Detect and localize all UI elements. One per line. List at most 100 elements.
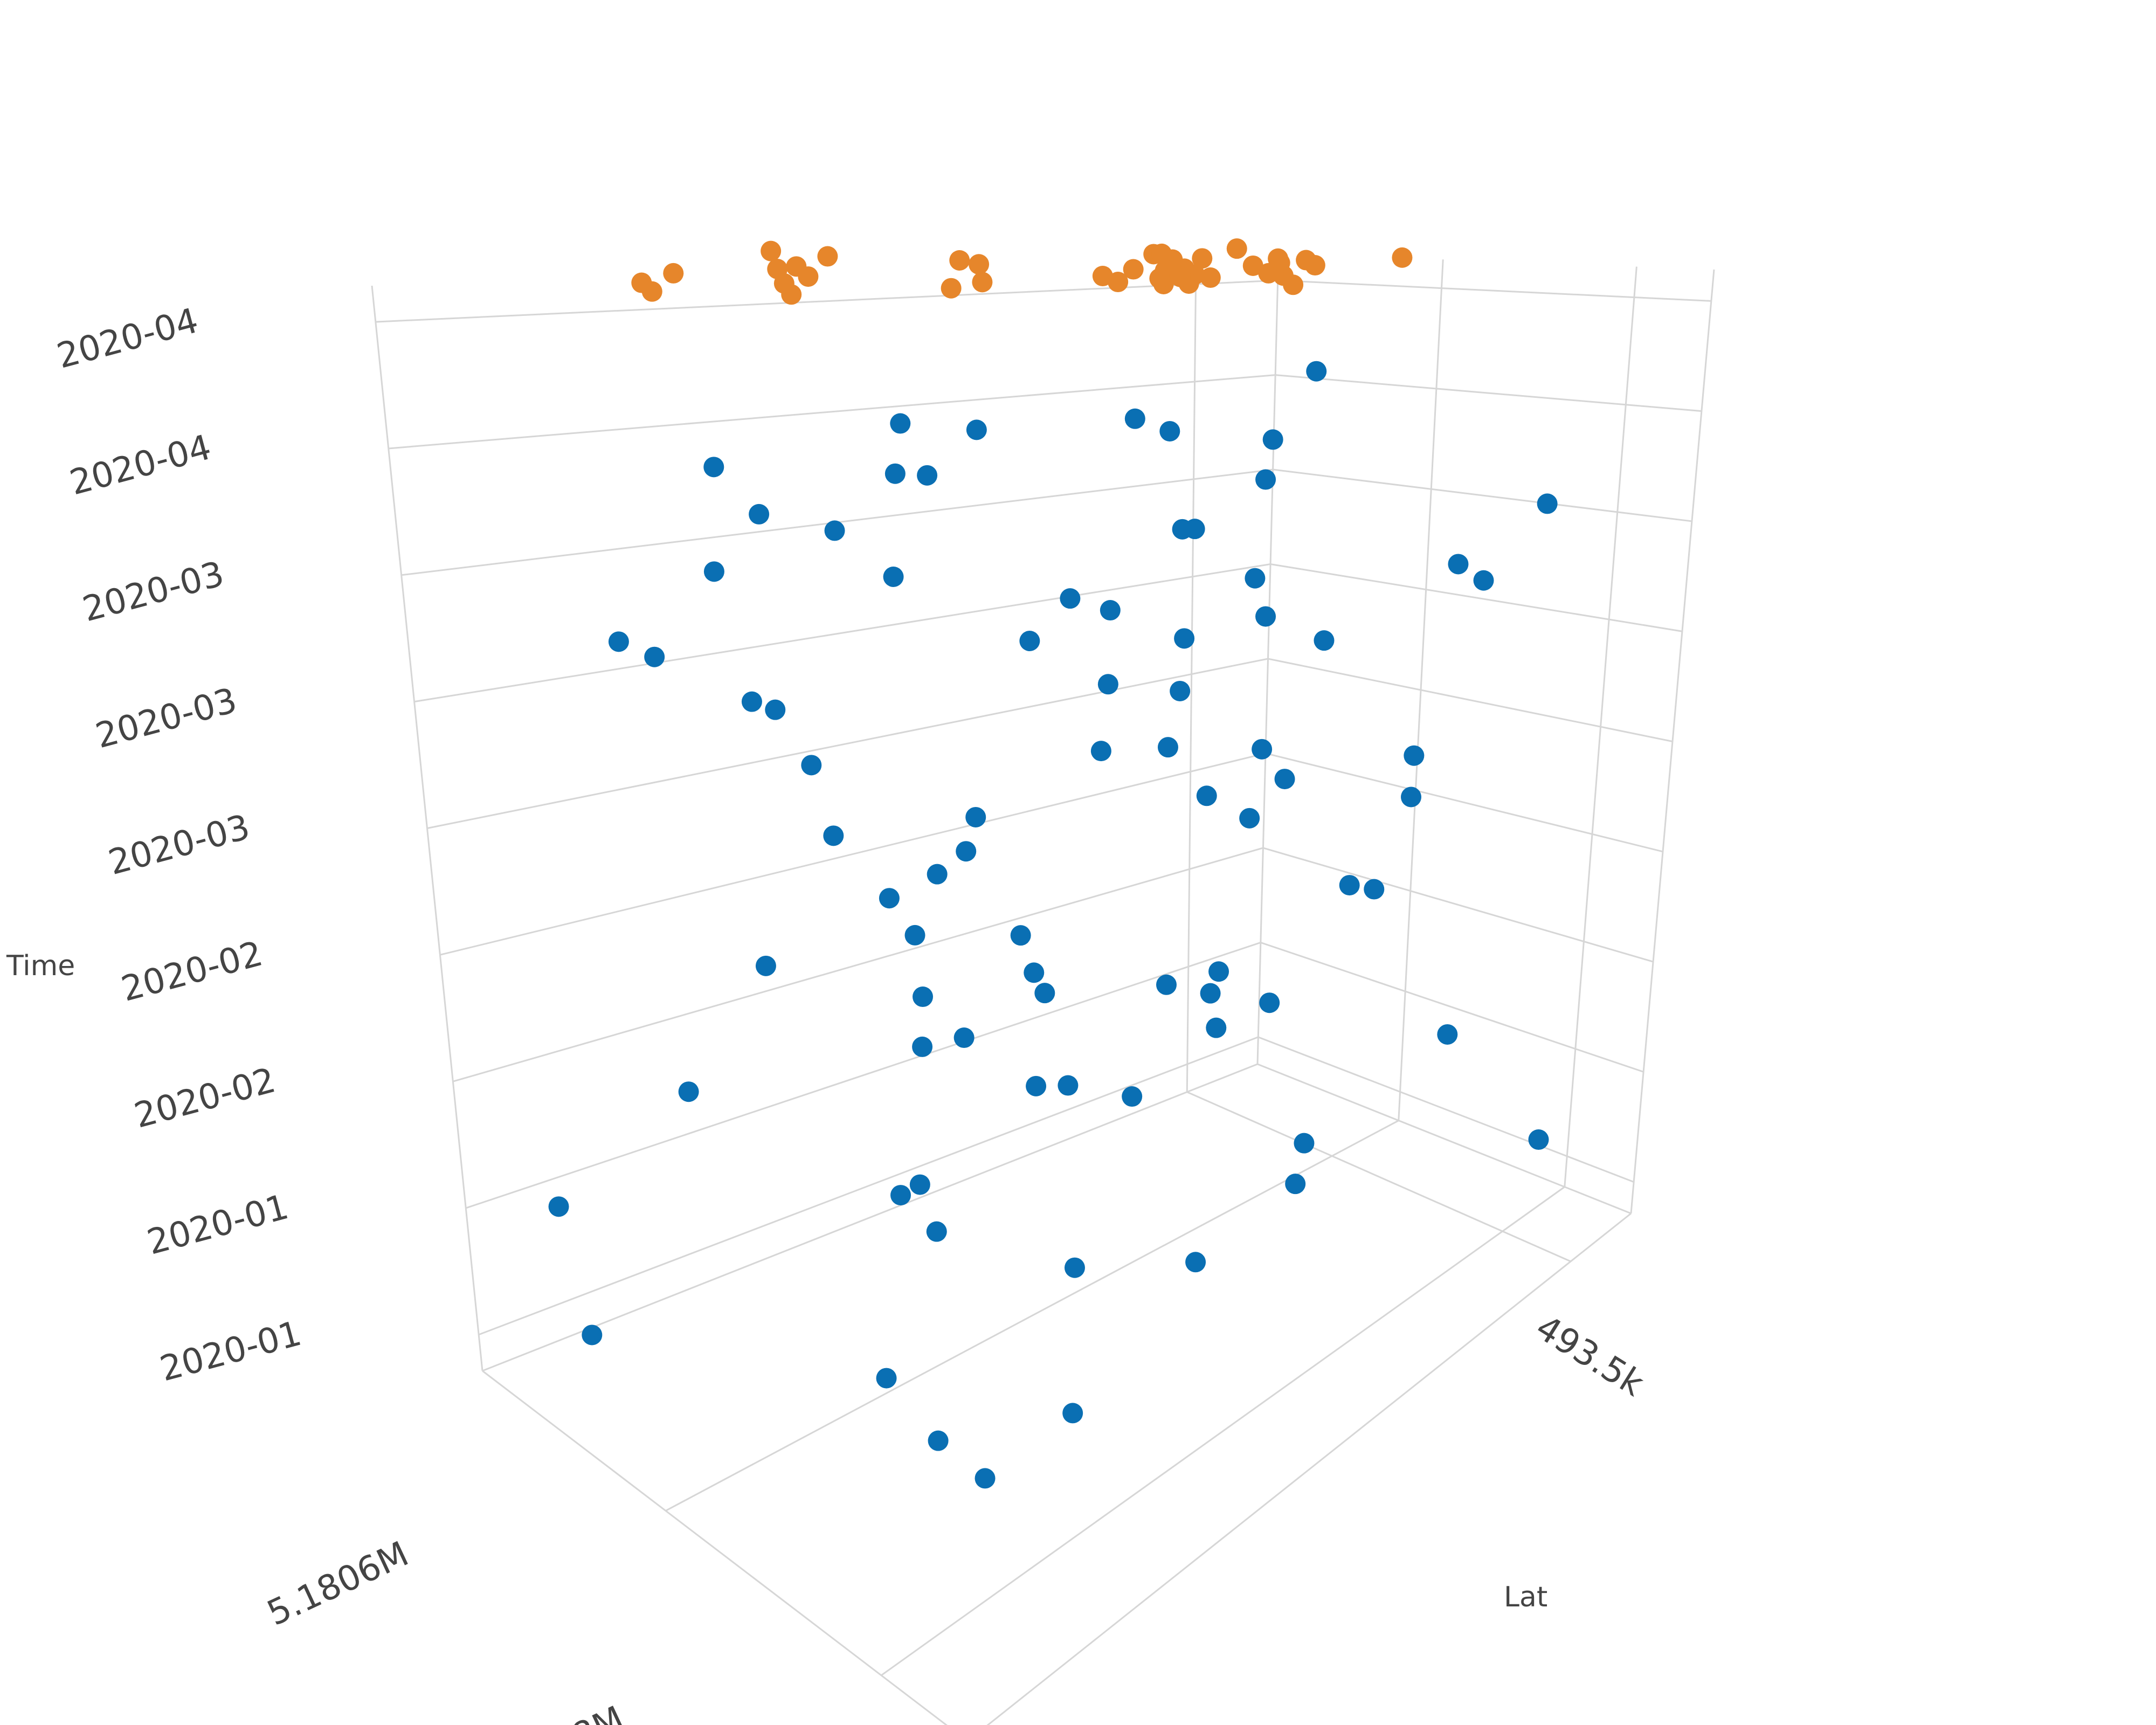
data-point — [956, 841, 977, 862]
data-point — [913, 986, 934, 1008]
data-point — [755, 955, 776, 976]
x-tick-label: 5.1808M — [477, 1699, 630, 1725]
data-point — [1060, 588, 1081, 609]
data-point — [890, 1185, 911, 1206]
data-point — [1024, 962, 1045, 983]
data-point — [884, 463, 906, 484]
data-point — [1242, 255, 1263, 276]
data-point — [1010, 925, 1031, 946]
data-point — [1123, 259, 1144, 280]
data-point — [1296, 250, 1317, 271]
z-grid-line — [375, 279, 1711, 323]
data-point — [1208, 961, 1229, 982]
data-point — [608, 631, 629, 652]
z-tick-label: 2020-03 — [92, 681, 241, 757]
data-point — [949, 250, 970, 271]
y-axis-title: Lat — [1504, 1581, 1547, 1613]
box-edge — [986, 1212, 1632, 1725]
data-point — [1528, 1129, 1549, 1150]
data-point — [1252, 739, 1273, 760]
data-point — [749, 503, 770, 525]
data-point — [1151, 243, 1172, 264]
z-tick-label: 2020-01 — [143, 1187, 292, 1263]
box-edge — [482, 1063, 1258, 1372]
data-point — [663, 263, 684, 284]
data-point — [1174, 628, 1195, 649]
data-point — [909, 1174, 930, 1195]
data-point — [1364, 879, 1385, 900]
data-point — [1285, 1174, 1306, 1195]
data-point — [801, 755, 822, 776]
z-grid-line — [388, 374, 1702, 450]
z-tick-label: 2020-03 — [79, 554, 228, 630]
data-point — [1064, 1257, 1085, 1278]
z-grid-line — [414, 563, 1683, 703]
x-grid-line — [665, 259, 1444, 1512]
data-point — [941, 278, 962, 299]
data-point — [1192, 248, 1213, 269]
z-tick-label: 2020-02 — [118, 934, 267, 1010]
data-point — [631, 272, 652, 293]
data-point — [1258, 263, 1279, 284]
data-point — [1206, 1017, 1227, 1038]
y-tick-label: 493.5k — [1529, 1308, 1650, 1404]
data-point — [1245, 568, 1266, 589]
data-point — [678, 1081, 699, 1102]
data-point — [928, 1430, 949, 1451]
z-grid-line — [440, 752, 1663, 956]
data-point — [741, 691, 762, 712]
data-point — [1100, 600, 1121, 621]
data-point — [1226, 238, 1247, 259]
data-point — [1200, 983, 1221, 1004]
z-tick-label: 2020-02 — [130, 1060, 280, 1136]
data-point — [917, 465, 938, 486]
data-point — [703, 457, 724, 478]
data-point — [1339, 875, 1360, 896]
data-point — [1294, 1133, 1315, 1154]
z-grid-line — [427, 658, 1673, 829]
z-grid-line — [401, 468, 1692, 576]
data-point — [1124, 408, 1145, 429]
data-point — [1156, 974, 1177, 995]
z-tick-label: 2020-03 — [105, 807, 254, 883]
data-point — [1157, 737, 1178, 758]
data-point — [1448, 554, 1469, 575]
z-grid-line — [452, 847, 1654, 1082]
data-point — [1537, 493, 1558, 514]
data-point — [703, 561, 724, 582]
data-point — [1255, 469, 1276, 490]
data-point — [1473, 570, 1494, 591]
data-point — [644, 646, 665, 667]
data-point — [1090, 741, 1111, 762]
data-point — [1159, 420, 1180, 441]
data-point — [1034, 983, 1055, 1004]
data-point — [972, 272, 993, 293]
box-edge — [482, 1370, 948, 1725]
data-point — [1259, 992, 1280, 1013]
data-point — [1255, 606, 1276, 627]
x-grid-line — [881, 266, 1637, 1676]
data-point — [1185, 1252, 1206, 1273]
data-point — [1437, 1024, 1458, 1045]
data-point — [1400, 786, 1421, 808]
data-point — [926, 1221, 947, 1242]
data-point — [1149, 268, 1170, 289]
data-point — [1262, 429, 1283, 450]
data-point — [1200, 267, 1221, 288]
data-point — [765, 699, 786, 720]
z-axis-title: Time — [6, 950, 75, 982]
z-tick-label: 2020-04 — [53, 301, 202, 377]
data-point — [879, 888, 900, 909]
data-point — [904, 924, 925, 946]
data-point — [927, 864, 948, 885]
data-point — [767, 258, 788, 279]
data-point — [1274, 769, 1295, 790]
data-point — [761, 240, 782, 261]
data-point — [953, 1027, 975, 1048]
data-point — [1404, 745, 1425, 766]
data-point — [1306, 361, 1327, 382]
data-point — [1314, 630, 1335, 651]
data-point — [965, 806, 986, 827]
data-point — [817, 246, 838, 267]
data-point — [1019, 630, 1040, 651]
